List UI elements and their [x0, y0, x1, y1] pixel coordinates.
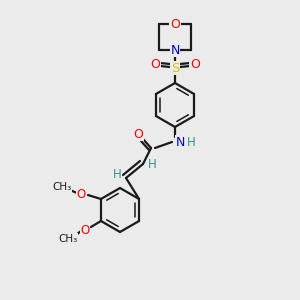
Text: O: O [150, 58, 160, 71]
Text: H: H [148, 158, 156, 172]
Text: O: O [190, 58, 200, 71]
Text: N: N [175, 136, 185, 148]
Text: O: O [80, 224, 90, 236]
Text: CH₃: CH₃ [58, 234, 78, 244]
Text: S: S [171, 61, 179, 74]
Text: O: O [133, 128, 143, 140]
Text: N: N [170, 44, 180, 56]
Text: O: O [76, 188, 86, 200]
Text: CH₃: CH₃ [52, 182, 72, 192]
Text: H: H [112, 167, 122, 181]
Text: H: H [187, 136, 195, 148]
Text: O: O [170, 17, 180, 31]
